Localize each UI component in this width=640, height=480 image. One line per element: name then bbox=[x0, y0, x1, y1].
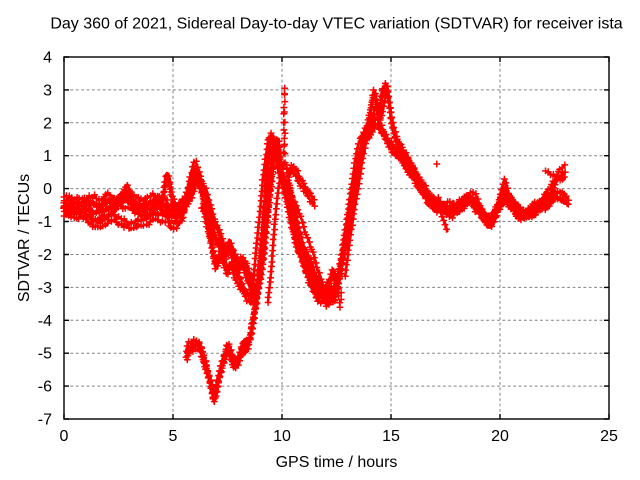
svg-text:-6: -6 bbox=[38, 379, 52, 396]
svg-text:-1: -1 bbox=[38, 214, 52, 231]
svg-text:Day 360 of 2021, Sidereal Day-: Day 360 of 2021, Sidereal Day-to-day VTE… bbox=[50, 16, 622, 33]
svg-text:-5: -5 bbox=[38, 346, 52, 363]
svg-text:10: 10 bbox=[273, 428, 291, 445]
svg-text:1: 1 bbox=[43, 148, 52, 165]
svg-text:-4: -4 bbox=[38, 313, 52, 330]
svg-text:4: 4 bbox=[43, 50, 52, 67]
svg-text:-3: -3 bbox=[38, 280, 52, 297]
svg-text:20: 20 bbox=[491, 428, 509, 445]
svg-text:0: 0 bbox=[60, 428, 69, 445]
svg-text:3: 3 bbox=[43, 82, 52, 99]
svg-text:5: 5 bbox=[169, 428, 178, 445]
svg-text:15: 15 bbox=[382, 428, 400, 445]
svg-text:-2: -2 bbox=[38, 247, 52, 264]
svg-text:SDTVAR / TECUs: SDTVAR / TECUs bbox=[16, 174, 33, 302]
svg-text:0: 0 bbox=[43, 181, 52, 198]
svg-text:-7: -7 bbox=[38, 412, 52, 429]
svg-text:25: 25 bbox=[600, 428, 618, 445]
svg-text:GPS time / hours: GPS time / hours bbox=[276, 454, 398, 471]
svg-text:2: 2 bbox=[43, 115, 52, 132]
